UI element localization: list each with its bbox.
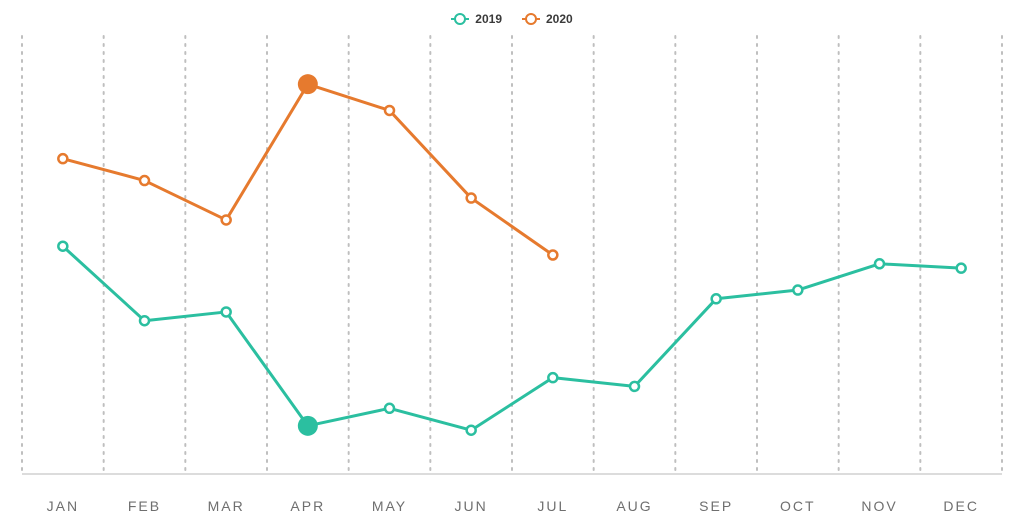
x-axis-tick-label: APR <box>290 498 325 514</box>
data-point-2020-MAR <box>222 215 231 224</box>
x-axis-tick-label: SEP <box>699 498 733 514</box>
x-axis-tick-label: AUG <box>616 498 652 514</box>
data-point-2019-APR <box>298 416 318 436</box>
data-point-2020-JUL <box>548 251 557 260</box>
x-axis-tick-label: NOV <box>861 498 897 514</box>
x-axis-tick-label: FEB <box>128 498 161 514</box>
data-point-2019-SEP <box>712 294 721 303</box>
series-line-2019 <box>63 246 961 430</box>
data-point-2019-JUL <box>548 373 557 382</box>
data-point-2019-JAN <box>58 242 67 251</box>
data-point-2019-MAR <box>222 307 231 316</box>
x-axis-tick-label: JAN <box>47 498 79 514</box>
x-axis-tick-label: JUN <box>455 498 488 514</box>
data-point-2019-MAY <box>385 404 394 413</box>
x-axis-tick-label: DEC <box>943 498 979 514</box>
data-point-2020-MAY <box>385 106 394 115</box>
x-axis-tick-label: MAY <box>372 498 407 514</box>
x-axis-tick-label: MAR <box>208 498 245 514</box>
data-point-2019-JUN <box>467 426 476 435</box>
x-axis-tick-label: JUL <box>537 498 568 514</box>
data-point-2019-OCT <box>793 286 802 295</box>
data-point-2020-APR <box>298 74 318 94</box>
x-axis-tick-label: OCT <box>780 498 816 514</box>
data-point-2019-DEC <box>957 264 966 273</box>
data-point-2020-FEB <box>140 176 149 185</box>
data-point-2020-JAN <box>58 154 67 163</box>
data-point-2020-JUN <box>467 194 476 203</box>
data-point-2019-AUG <box>630 382 639 391</box>
monthly-comparison-chart: 20192020 JANFEBMARAPRMAYJUNJULAUGSEPOCTN… <box>0 0 1024 522</box>
data-point-2019-NOV <box>875 259 884 268</box>
data-point-2019-FEB <box>140 316 149 325</box>
series-line-2020 <box>63 84 553 255</box>
line-chart-plot <box>0 0 1024 522</box>
